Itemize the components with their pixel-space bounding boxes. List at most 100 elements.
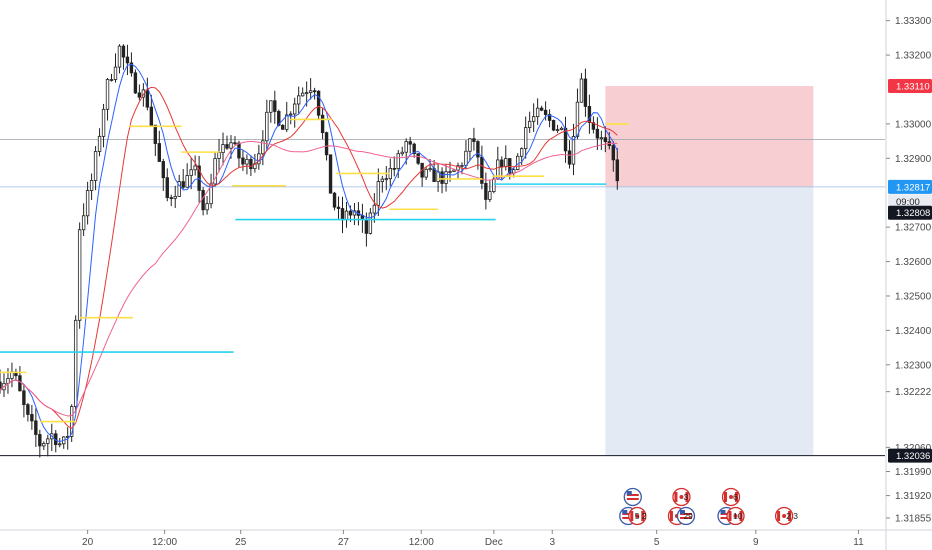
ca-flag-band — [669, 511, 673, 521]
price-tag-label: 1.32808 — [896, 208, 930, 219]
candle-body — [400, 151, 404, 155]
candle-body — [344, 210, 349, 221]
time-tick-label: 12:00 — [409, 537, 434, 548]
candle-body — [488, 191, 492, 200]
price-tag-label: 1.33110 — [896, 82, 930, 93]
candle-body — [205, 203, 209, 211]
candle-body — [289, 113, 293, 116]
candle-body — [579, 78, 584, 103]
price-tag-background — [888, 205, 932, 220]
price-tick-label: 1.32700 — [895, 223, 932, 234]
candle-body — [81, 215, 86, 231]
us-flag-stripe — [679, 513, 692, 515]
us-flag-canton — [720, 510, 726, 514]
candle-body — [551, 120, 556, 131]
candle-body — [520, 148, 524, 157]
economic-event-marker[interactable]: 5 2 — [619, 506, 647, 526]
event-count: 10 — [733, 511, 743, 521]
candle-body — [85, 190, 90, 217]
us-flag-stripe — [622, 517, 635, 519]
plot-area[interactable]: 5 2 3 29 6 10 2 3 — [0, 44, 885, 526]
time-axis[interactable]: 20 12:00 25 27 12:00 Dec 3 5 9 11 — [0, 529, 932, 548]
economic-event-marker[interactable]: 2 3 — [774, 506, 799, 526]
candle-body — [392, 167, 396, 170]
candle-body — [137, 92, 142, 98]
candle-body — [89, 180, 94, 191]
price-tick-label: 1.32900 — [895, 154, 932, 165]
candle-body — [169, 197, 173, 199]
candle-body — [603, 137, 608, 143]
candle-body — [523, 127, 528, 150]
economic-event-marker[interactable]: 10 — [717, 506, 745, 526]
price-tag-label: 1.32036 — [896, 451, 930, 462]
candle-body — [22, 390, 26, 406]
candle-body — [500, 159, 504, 168]
candle-body — [241, 157, 245, 165]
candle-body — [42, 443, 46, 447]
time-tick-label: 12:00 — [152, 537, 177, 548]
candle-body — [18, 375, 22, 392]
candle-body — [456, 165, 460, 171]
economic-event-marker[interactable]: 29 — [667, 506, 696, 526]
candle-body — [209, 183, 213, 205]
candle-body — [348, 210, 353, 216]
price-axis[interactable]: 1.33300 1.33200 1.33000 1.32900 1.32700 1.326… — [885, 0, 932, 550]
candle-body — [516, 155, 520, 170]
candle-body — [591, 122, 596, 130]
stop-loss-zone[interactable] — [605, 86, 814, 187]
price-tag[interactable]: 09:00 — [888, 194, 932, 209]
candle-body — [320, 114, 325, 134]
economic-event-marker[interactable]: 6 — [721, 487, 741, 507]
candle-body — [73, 319, 78, 407]
candle-body — [105, 79, 110, 110]
event-count: 6 — [733, 492, 738, 502]
candle-body — [281, 124, 285, 130]
candle-body — [328, 154, 333, 194]
candle-body — [316, 90, 321, 116]
candle-body — [547, 114, 552, 121]
us-flag-canton — [679, 510, 685, 514]
price-tag[interactable]: 1.33110 — [888, 79, 932, 94]
candle-body — [440, 171, 444, 184]
price-tick-label: 1.31990 — [895, 467, 932, 478]
candle-body — [300, 92, 305, 97]
ca-flag-band — [685, 492, 689, 502]
price-tag[interactable]: 1.32808 — [888, 205, 932, 220]
candle-body — [312, 90, 317, 93]
price-tick-label: 1.32222 — [895, 387, 932, 398]
time-tick-label: 9 — [753, 537, 759, 548]
candle-body — [177, 181, 181, 197]
candle-body — [261, 140, 265, 155]
candle-body — [599, 137, 604, 140]
candle-body — [145, 89, 150, 108]
moving-average-mid — [0, 86, 618, 429]
price-tick-label: 1.33000 — [895, 119, 932, 130]
price-tag[interactable]: 1.32817 — [888, 179, 932, 194]
candle-body — [412, 143, 416, 155]
candle-body — [448, 171, 452, 173]
candle-body — [484, 183, 488, 200]
candle-body — [587, 106, 592, 124]
candle-body — [285, 114, 289, 130]
ca-flag-leaf — [782, 514, 787, 518]
economic-event-marker[interactable]: 3 — [672, 487, 691, 507]
price-tick-label: 1.32060 — [895, 443, 932, 454]
candle-body — [265, 111, 269, 142]
economic-event-marker[interactable] — [623, 487, 642, 507]
candle-body — [229, 142, 233, 149]
candle-body — [34, 420, 38, 435]
candle-body — [492, 178, 496, 192]
candle-body — [504, 158, 508, 168]
time-tick-label: 20 — [82, 537, 94, 548]
candle-body — [269, 100, 273, 113]
candle-body — [376, 181, 381, 206]
candle-body — [571, 136, 576, 165]
take-profit-zone[interactable] — [605, 186, 814, 456]
candle-body — [364, 218, 369, 234]
candle-body — [380, 178, 385, 182]
candle-body — [396, 153, 400, 170]
price-tag-background — [888, 194, 932, 209]
price-tag[interactable]: 1.32036 — [888, 448, 932, 463]
candle-body — [26, 404, 30, 415]
